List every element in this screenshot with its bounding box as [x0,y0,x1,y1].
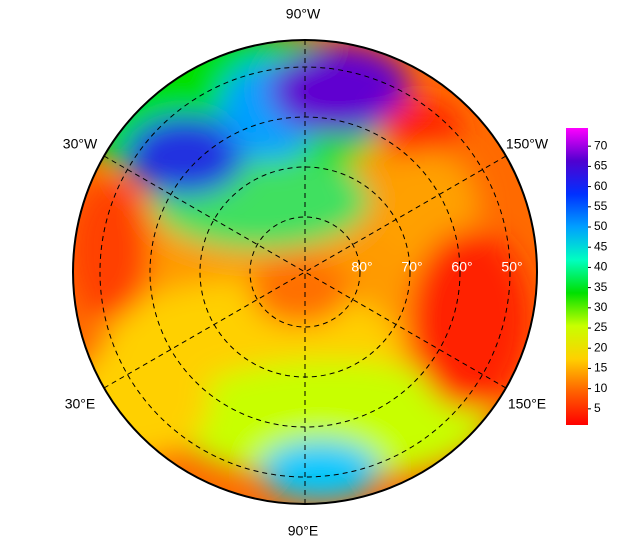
colorbar-tick-label: 20 [594,340,608,354]
longitude-label: 90°E [288,523,319,539]
colorbar-tick-label: 15 [594,361,608,375]
colorbar: 5 10 15 20 25 30 35 40 45 50 55 60 65 70 [566,128,608,425]
longitude-labels: 90°W 30°W 150°W 30°E 150°E 90°E [63,6,549,539]
longitude-label: 30°W [63,136,98,152]
colorbar-tick-label: 5 [594,401,601,415]
latitude-label: 50° [501,259,522,275]
latitude-label: 70° [401,259,422,275]
longitude-label: 90°W [286,6,321,22]
latitude-label: 80° [351,259,372,275]
colorbar-tick-label: 40 [594,260,608,274]
colorbar-tick-label: 50 [594,219,608,233]
latitude-label: 60° [451,259,472,275]
map-field [73,40,537,504]
colorbar-tick-label: 55 [594,199,608,213]
colorbar-tick-label: 30 [594,300,608,314]
colorbar-tick-label: 70 [594,138,608,152]
longitude-label: 30°E [65,396,96,412]
longitude-label: 150°E [508,396,546,412]
colorbar-tick-label: 10 [594,381,608,395]
graticule [99,40,511,504]
colorbar-tick-label: 35 [594,280,608,294]
colorbar-tick-label: 25 [594,320,608,334]
longitude-label: 150°W [506,136,549,152]
colorbar-tick-label: 45 [594,239,608,253]
latitude-labels: 80° 70° 60° 50° [351,259,522,275]
colorbar-ramp [566,128,588,425]
map-border [72,39,538,505]
colorbar-tick-label: 65 [594,159,608,173]
colorbar-tick-label: 60 [594,179,608,193]
